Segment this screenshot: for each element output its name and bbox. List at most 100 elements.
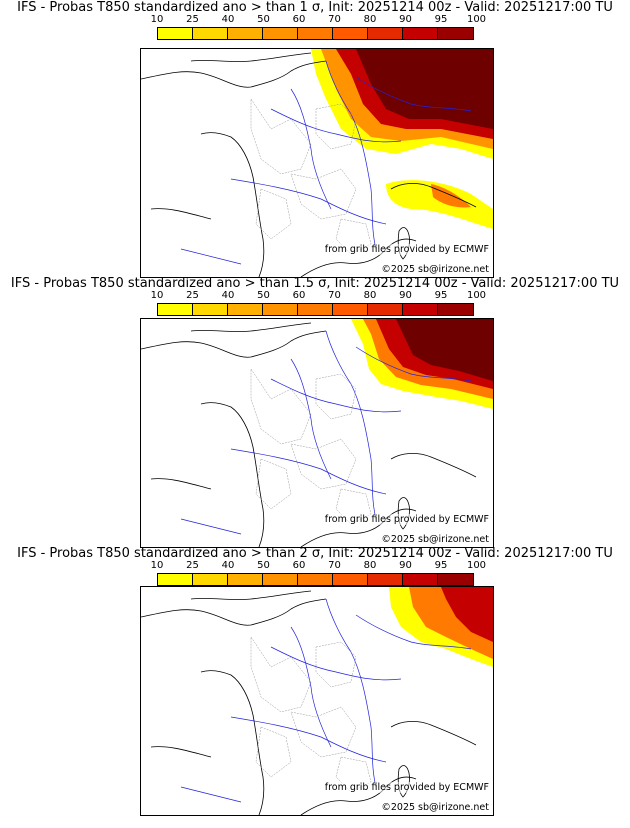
credit-source: from grib files provided by ECMWF	[324, 782, 489, 793]
england-coast	[190, 322, 312, 332]
legend-tick-label: 40	[221, 560, 235, 571]
channel-coast	[141, 598, 327, 626]
legend-tick-label: 60	[292, 14, 306, 25]
legend-tick-label: 80	[363, 14, 377, 25]
legend-color-swatch	[193, 28, 228, 39]
map-svg	[141, 49, 493, 277]
atlantic-coast	[200, 402, 265, 547]
legend-tick-label: 50	[257, 560, 270, 571]
panel-title: IFS - Probas T850 standardized ano > tha…	[17, 0, 613, 15]
legend-color-swatch	[403, 574, 438, 585]
credit-copyright: ©2025 sb@irizone.net	[381, 264, 489, 275]
legend-tick-label: 40	[221, 14, 235, 25]
legend-color-swatch	[228, 574, 263, 585]
legend-tick-label: 10	[150, 290, 164, 301]
map-panel: IFS - Probas T850 standardized ano > tha…	[0, 0, 630, 278]
legend-tick-label: 70	[328, 14, 341, 25]
spain-north-coast	[150, 478, 212, 490]
legend-tick-label: 90	[399, 560, 412, 571]
channel-coast	[141, 60, 327, 88]
england-coast	[190, 52, 312, 62]
legend-tick-label: 25	[186, 560, 199, 571]
legend-tick-label: 50	[257, 290, 270, 301]
legend-color-swatch	[193, 574, 228, 585]
legend-color-swatch	[228, 304, 263, 315]
legend-tick-label: 10	[150, 14, 164, 25]
legend-color-swatch	[333, 574, 368, 585]
legend-color-swatch	[158, 28, 193, 39]
legend-color-swatch	[333, 304, 368, 315]
legend-color-swatch	[368, 304, 403, 315]
map-panel: IFS - Probas T850 standardized ano > tha…	[0, 276, 630, 548]
legend-color-swatch	[368, 574, 403, 585]
mediterranean-coast	[300, 238, 417, 277]
legend-tick-label: 90	[399, 14, 412, 25]
map-panel: IFS - Probas T850 standardized ano > tha…	[0, 546, 630, 816]
legend-tick-label: 95	[434, 560, 448, 571]
credit-source: from grib files provided by ECMWF	[324, 514, 489, 525]
legend-tick-label: 50	[257, 14, 270, 25]
legend-color-swatch	[403, 28, 438, 39]
borders	[180, 330, 472, 535]
map-svg	[141, 319, 493, 547]
legend-tick-label: 80	[363, 560, 377, 571]
panel-title: IFS - Probas T850 standardized ano > tha…	[17, 546, 613, 561]
legend-color-swatch	[438, 28, 473, 39]
credit-copyright: ©2025 sb@irizone.net	[381, 534, 489, 545]
legend-color-swatch	[228, 28, 263, 39]
probability-contour	[441, 587, 493, 642]
legend-colorbar	[157, 573, 474, 586]
legend-tick-label: 100	[466, 14, 487, 25]
map-svg	[141, 587, 493, 815]
legend-tick-label: 25	[186, 14, 199, 25]
borders	[180, 60, 472, 265]
ligurian-coast	[390, 453, 477, 478]
credit-source: from grib files provided by ECMWF	[324, 244, 489, 255]
legend-color-swatch	[263, 574, 298, 585]
legend-color-swatch	[438, 304, 473, 315]
legend-tick-label: 95	[434, 14, 448, 25]
atlantic-coast	[200, 132, 265, 277]
legend-color-swatch	[333, 28, 368, 39]
probability-field	[389, 587, 493, 667]
panel-title: IFS - Probas T850 standardized ano > tha…	[10, 276, 620, 291]
legend-colorbar	[157, 27, 474, 40]
legend-tick-label: 80	[363, 290, 377, 301]
legend-tick-label: 40	[221, 290, 235, 301]
mediterranean-coast	[300, 776, 417, 815]
legend-color-swatch	[403, 304, 438, 315]
legend-tick-label: 100	[466, 290, 487, 301]
legend-tick-label: 25	[186, 290, 199, 301]
legend-color-swatch	[263, 304, 298, 315]
regions	[250, 636, 372, 793]
ligurian-coast	[390, 721, 477, 746]
legend-color-swatch	[298, 574, 333, 585]
legend-colorbar	[157, 303, 474, 316]
legend-color-swatch	[438, 574, 473, 585]
legend-labels: 10 25 40 50 60 70 80 90 95 100	[150, 290, 486, 302]
legend-color-swatch	[158, 574, 193, 585]
map-area: from grib files provided by ECMWF ©2025 …	[140, 586, 494, 816]
legend-tick-label: 100	[466, 560, 487, 571]
legend-tick-label: 60	[292, 560, 306, 571]
legend-color-swatch	[263, 28, 298, 39]
spain-north-coast	[150, 208, 212, 220]
legend-color-swatch	[368, 28, 403, 39]
england-coast	[190, 590, 312, 600]
map-area: from grib files provided by ECMWF ©2025 …	[140, 318, 494, 548]
coastlines	[141, 52, 477, 277]
legend-tick-label: 60	[292, 290, 306, 301]
probability-field	[311, 49, 493, 229]
probability-contour	[386, 180, 493, 229]
legend-color-swatch	[298, 28, 333, 39]
probability-field	[351, 319, 493, 409]
channel-coast	[141, 330, 327, 358]
spain-north-coast	[150, 746, 212, 758]
probability-contour	[431, 184, 471, 208]
probability-contour	[396, 319, 493, 381]
borders	[180, 598, 472, 803]
credit-copyright: ©2025 sb@irizone.net	[381, 802, 489, 813]
atlantic-coast	[200, 670, 265, 815]
coastlines	[141, 590, 477, 815]
regions	[250, 368, 372, 525]
